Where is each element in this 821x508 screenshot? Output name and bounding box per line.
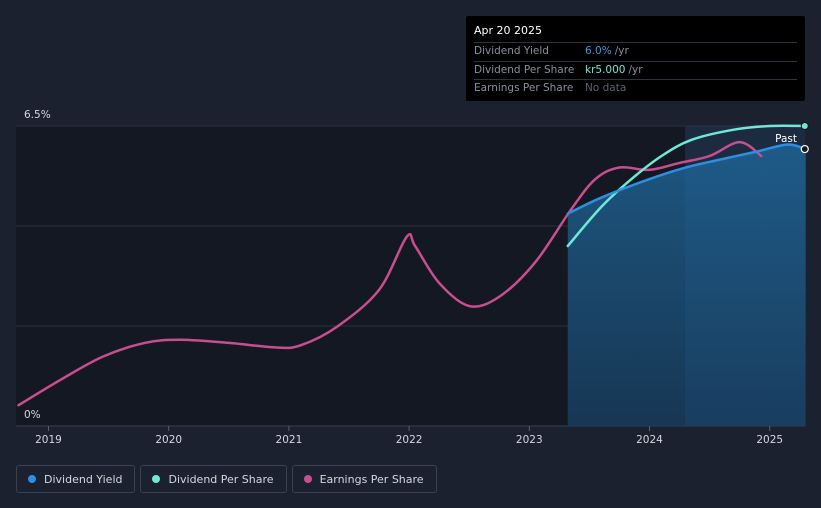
series-line-earnings-per-share <box>17 140 763 407</box>
dividend-per-share-end-marker <box>800 122 809 130</box>
x-tick-label: 2022 <box>396 434 423 446</box>
x-tick-label: 2024 <box>636 434 663 446</box>
tooltip-date: Apr 20 2025 <box>474 24 543 37</box>
legend-dot-icon <box>303 475 312 483</box>
x-tick-label: 2023 <box>516 434 543 446</box>
dividend-yield-area-fill <box>567 144 806 426</box>
x-tick-label: 2019 <box>35 434 62 446</box>
series-line-dividend-yield <box>566 143 808 215</box>
x-tick-label: 2025 <box>756 434 783 446</box>
legend-item-dividend-per-share[interactable]: Dividend Per Share <box>140 465 287 493</box>
x-tick-label: 2020 <box>155 434 182 446</box>
series-lines <box>17 122 809 407</box>
dividend-yield-area <box>567 126 806 426</box>
tooltip-value: 6.0% <box>585 45 612 57</box>
tooltip-unit: /yr <box>614 45 629 57</box>
y-axis-max-label: 6.5% <box>24 109 51 121</box>
legend-dot-icon <box>152 475 161 483</box>
tooltip-panel: Apr 20 2025 Dividend Yield 6.0% /yr Divi… <box>466 16 805 101</box>
series-line-dividend-per-share <box>566 124 808 248</box>
x-tick-label: 2021 <box>276 434 303 446</box>
tooltip-value: No data <box>585 82 627 94</box>
past-label: Past <box>775 133 797 145</box>
past-region-overlay <box>685 126 805 426</box>
legend-item-dividend-yield[interactable]: Dividend Yield <box>16 465 136 493</box>
dividend-yield-end-marker <box>800 144 809 154</box>
x-axis: 2019 2020 2021 2022 2023 2024 2025 <box>35 426 783 446</box>
legend-label: Dividend Per Share <box>168 472 274 486</box>
legend-item-earnings-per-share[interactable]: Earnings Per Share <box>291 465 437 493</box>
tooltip-label: Dividend Yield <box>474 45 549 57</box>
tooltip-label: Dividend Per Share <box>474 63 575 76</box>
legend-label: Earnings Per Share <box>319 472 424 486</box>
chart-legend: Dividend Yield Dividend Per Share Earnin… <box>16 465 437 493</box>
tooltip-row-dividend-per-share: Dividend Per Share kr5.000 /yr <box>474 60 797 80</box>
tooltip-value: kr5.000 <box>585 63 626 76</box>
tooltip-unit: /yr <box>628 63 643 76</box>
legend-label: Dividend Yield <box>44 472 123 486</box>
tooltip-row-dividend-yield: Dividend Yield 6.0% /yr <box>474 42 797 61</box>
tooltip-label: Earnings Per Share <box>474 82 574 94</box>
legend-dot-icon <box>28 475 36 483</box>
tooltip-row-earnings-per-share: Earnings Per Share No data <box>474 79 797 98</box>
y-axis-min-label: 0% <box>24 409 41 421</box>
